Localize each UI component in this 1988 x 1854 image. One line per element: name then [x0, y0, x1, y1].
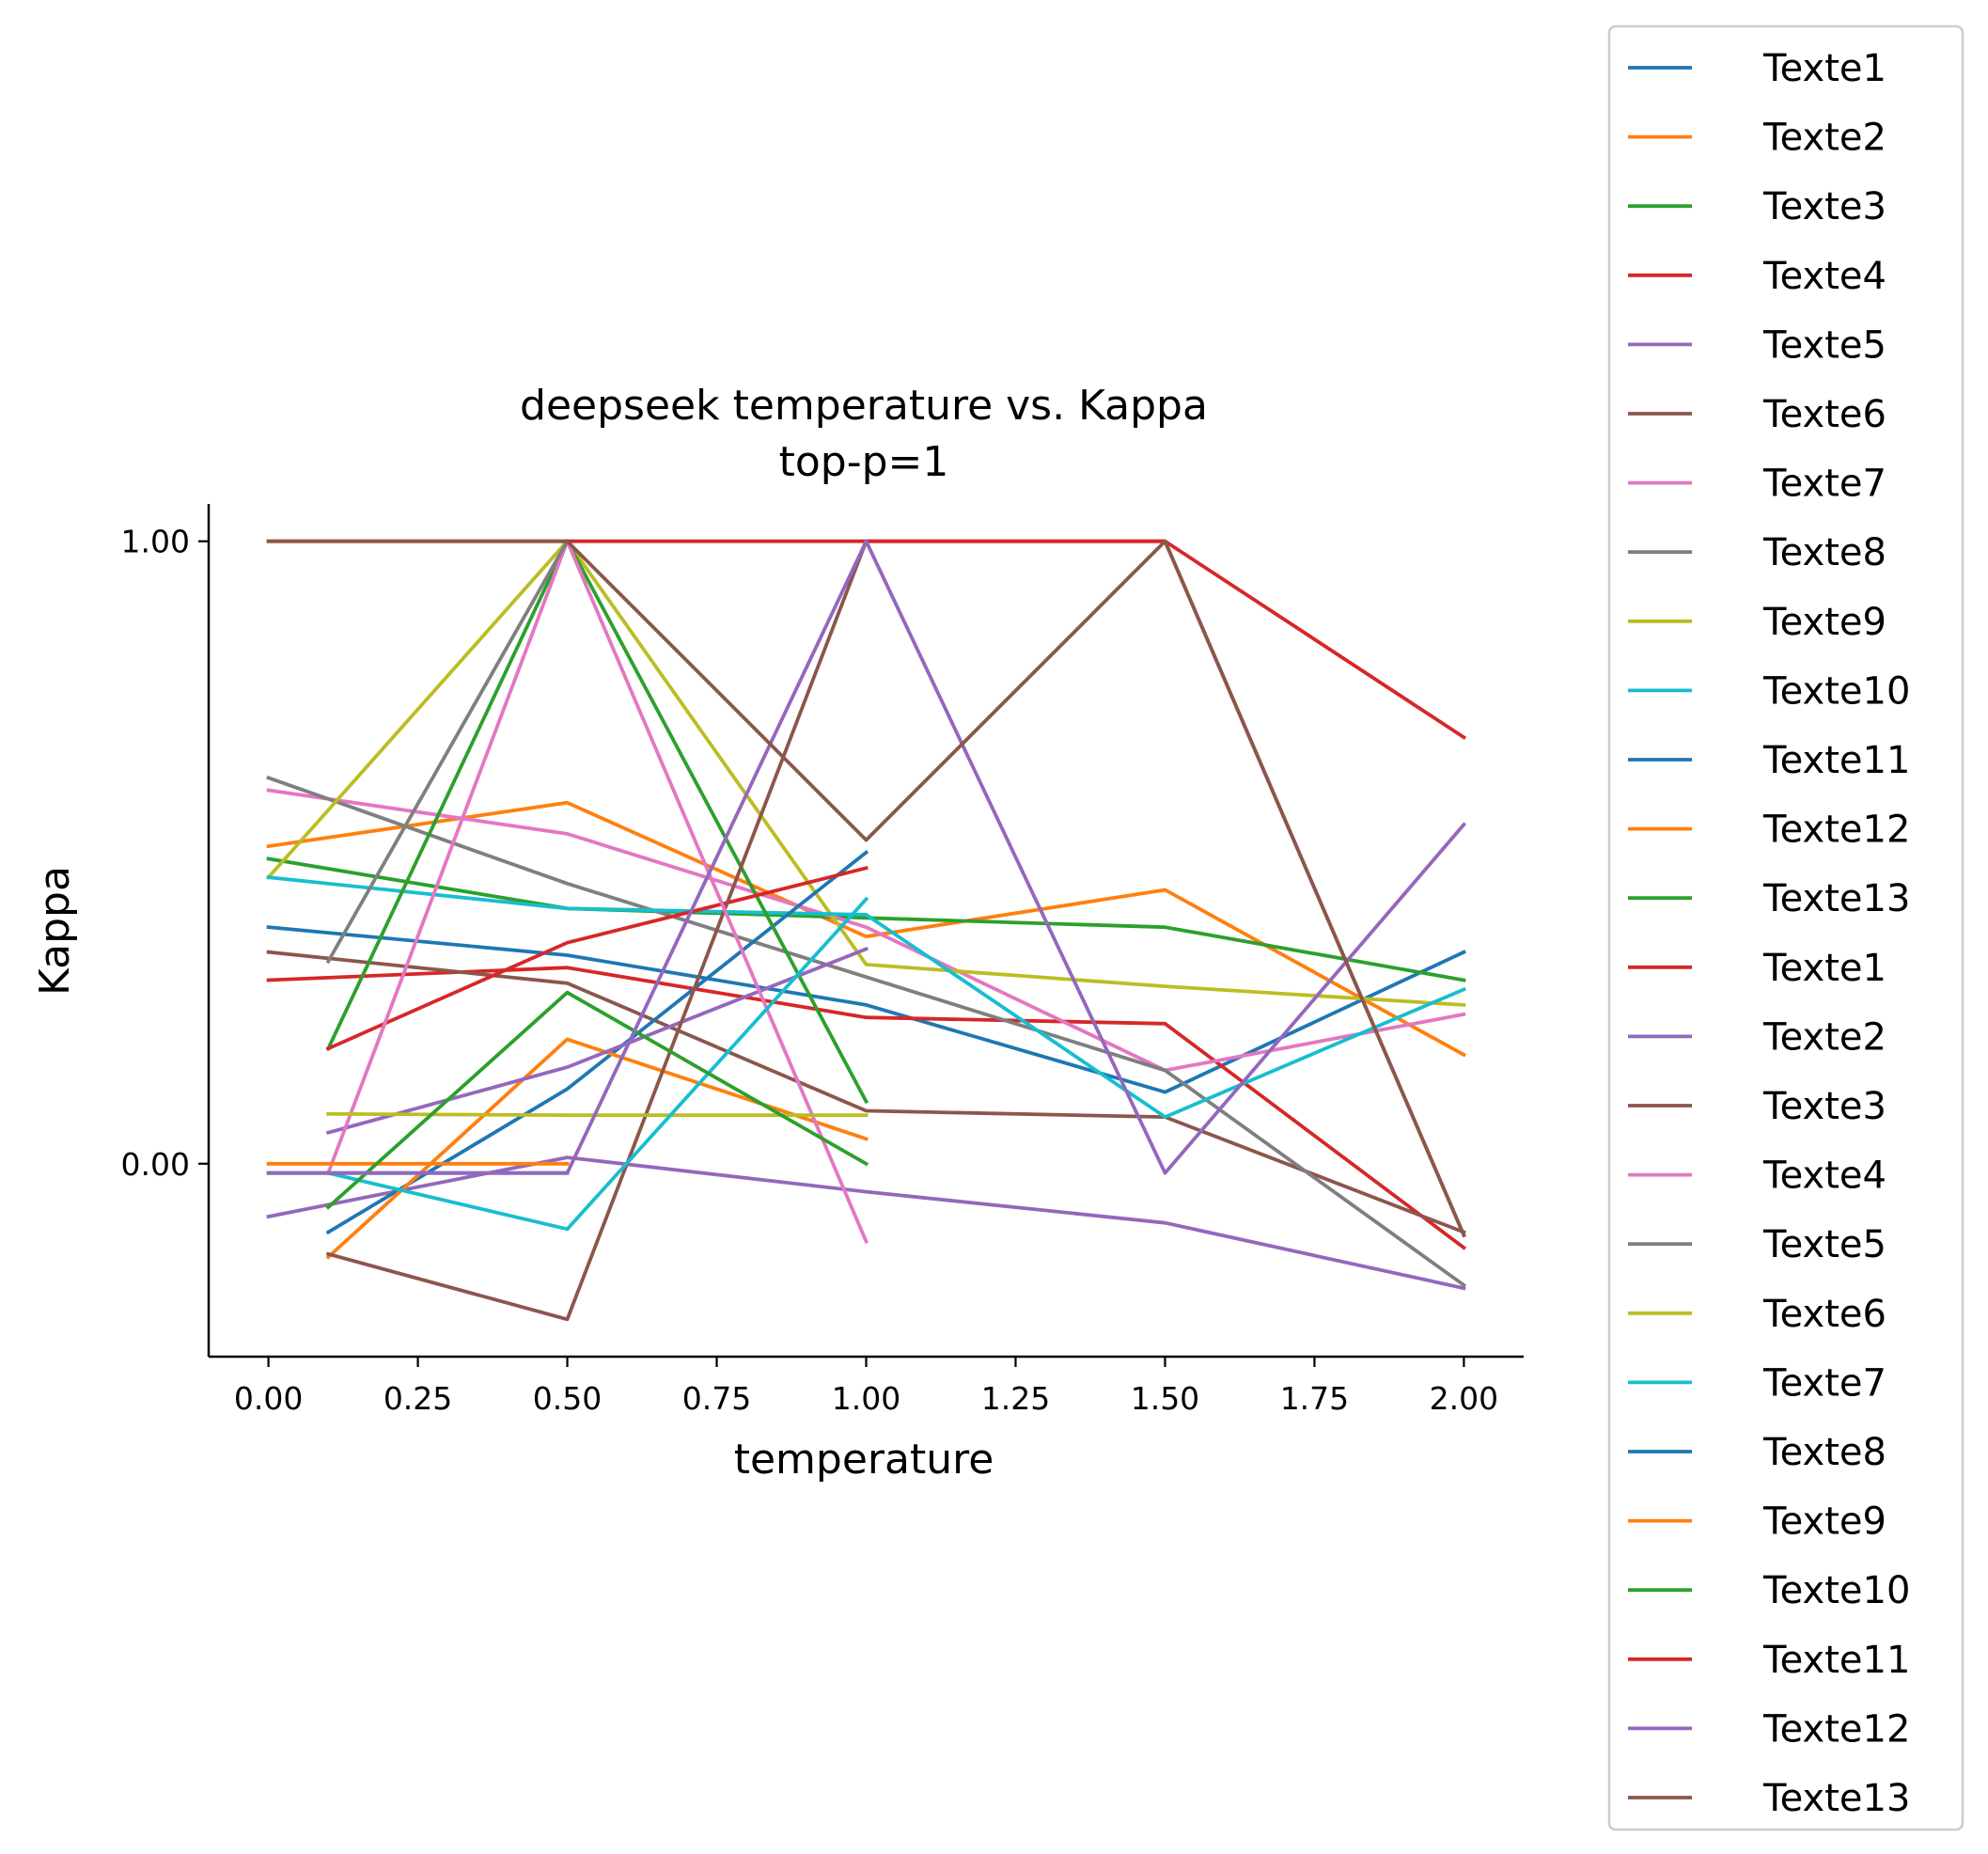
legend-label: Texte8: [1762, 531, 1886, 574]
legend-item: Texte11: [1628, 739, 1910, 782]
legend: Texte1 Texte2 Texte3 Texte4 Texte5 Texte6 Text…: [1607, 24, 1965, 1831]
legend-label: Texte10: [1762, 1569, 1910, 1612]
legend-item: Texte12: [1628, 809, 1910, 852]
chart-title: deepseek temperature vs. Kappa: [520, 382, 1208, 430]
legend-item: Texte12: [1628, 1707, 1910, 1751]
legend-item: Texte6: [1628, 393, 1886, 436]
legend-item: Texte4: [1628, 1155, 1886, 1198]
x-tick-label: 1.00: [832, 1380, 900, 1417]
legend-label: Texte12: [1762, 1707, 1910, 1751]
legend-label: Texte9: [1762, 601, 1886, 644]
legend-item: Texte8: [1628, 1431, 1886, 1474]
series-line-5: [266, 1155, 1466, 1291]
legend-label: Texte10: [1762, 669, 1910, 713]
series-line-7: [266, 788, 1466, 1073]
series-line-3: [266, 856, 1466, 982]
legend-label: Texte4: [1762, 1155, 1886, 1198]
series-line-15: [325, 946, 869, 1136]
legend-item: Texte9: [1628, 601, 1886, 644]
y-axis-label: Kappa: [31, 866, 79, 996]
y-tick-label: 0.00: [121, 1146, 190, 1183]
x-tick-label: 0.50: [533, 1380, 602, 1417]
legend-item: Texte13: [1628, 1777, 1910, 1820]
legend-item: Texte3: [1628, 1085, 1886, 1128]
legend-label: Texte1: [1762, 47, 1886, 90]
series-line-23: [325, 990, 869, 1210]
x-axis-label: temperature: [734, 1436, 994, 1484]
legend-item: Texte5: [1628, 323, 1886, 367]
series-line-6: [266, 950, 1466, 1235]
x-tick-label: 0.75: [682, 1380, 751, 1417]
series-line-24: [266, 539, 1467, 740]
series-line-9: [265, 539, 1466, 1007]
legend-item: Texte2: [1628, 1015, 1886, 1059]
legend-label: Texte6: [1762, 393, 1886, 436]
legend-label: Texte2: [1762, 1015, 1886, 1059]
series-line-26: [266, 539, 1466, 1238]
legend-label: Texte9: [1762, 1500, 1886, 1544]
series-line-18: [325, 539, 571, 965]
legend-item: Texte6: [1628, 1293, 1886, 1336]
series-line-4: [266, 966, 1467, 1250]
legend-label: Texte12: [1762, 809, 1910, 852]
series-line-14: [325, 865, 869, 1051]
legend-item: Texte1: [1628, 947, 1886, 990]
legend-item: Texte11: [1628, 1639, 1910, 1682]
legend-label: Texte5: [1762, 323, 1886, 367]
x-tick-label: 2.00: [1430, 1380, 1498, 1417]
legend-item: Texte8: [1628, 531, 1886, 574]
legend-item: Texte3: [1628, 185, 1886, 228]
legend-label: Texte8: [1762, 1431, 1886, 1474]
series-line-8: [266, 775, 1467, 1288]
x-ticks: 0.00 0.25 0.50 0.75 1.00 1.25 1.50 1.75 2.00: [234, 1357, 1498, 1417]
legend-item: Texte9: [1628, 1500, 1886, 1544]
legend-items: Texte1 Texte2 Texte3 Texte4 Texte5 Texte6 Text…: [1628, 47, 1910, 1820]
legend-item: Texte13: [1628, 877, 1910, 920]
axes: [207, 504, 1524, 1359]
y-ticks: 0.00 1.00: [121, 524, 209, 1183]
x-tick-label: 0.00: [234, 1380, 303, 1417]
chart-subtitle: top-p=1: [779, 438, 949, 486]
series-line-19: [326, 1111, 869, 1117]
legend-label: Texte11: [1762, 739, 1910, 782]
x-tick-label: 1.25: [981, 1380, 1050, 1417]
x-tick-label: 1.75: [1280, 1380, 1349, 1417]
legend-label: Texte7: [1762, 463, 1886, 506]
series-lines: [265, 539, 1467, 1322]
y-tick-label: 1.00: [121, 524, 190, 560]
legend-label: Texte11: [1762, 1639, 1910, 1682]
legend-item: Texte2: [1628, 117, 1886, 160]
x-tick-label: 0.25: [384, 1380, 452, 1417]
series-line-12: [325, 1037, 869, 1260]
legend-label: Texte13: [1762, 877, 1910, 920]
legend-item: Texte10: [1628, 669, 1910, 713]
series-line-20: [325, 896, 869, 1232]
legend-item: Texte7: [1628, 463, 1886, 506]
legend-item: Texte10: [1628, 1569, 1910, 1612]
legend-label: Texte3: [1762, 185, 1886, 228]
legend-label: Texte3: [1762, 1085, 1886, 1128]
legend-label: Texte13: [1762, 1777, 1910, 1820]
legend-item: Texte1: [1628, 47, 1886, 90]
legend-item: Texte7: [1628, 1361, 1886, 1405]
legend-label: Texte2: [1762, 117, 1886, 160]
legend-label: Texte4: [1762, 255, 1886, 298]
legend-label: Texte1: [1762, 947, 1886, 990]
chart-title-group: deepseek temperature vs. Kappa top-p=1: [520, 382, 1208, 486]
series-line-25: [266, 539, 1467, 1175]
series-line-10: [266, 875, 1466, 1119]
legend-label: Texte7: [1762, 1361, 1886, 1405]
legend-item: Texte5: [1628, 1223, 1886, 1266]
legend-box: [1607, 24, 1965, 1831]
legend-label: Texte6: [1762, 1293, 1886, 1336]
legend-item: Texte4: [1628, 255, 1886, 298]
x-tick-label: 1.50: [1131, 1380, 1199, 1417]
series-line-1: [266, 925, 1466, 1094]
legend-label: Texte5: [1762, 1223, 1886, 1266]
